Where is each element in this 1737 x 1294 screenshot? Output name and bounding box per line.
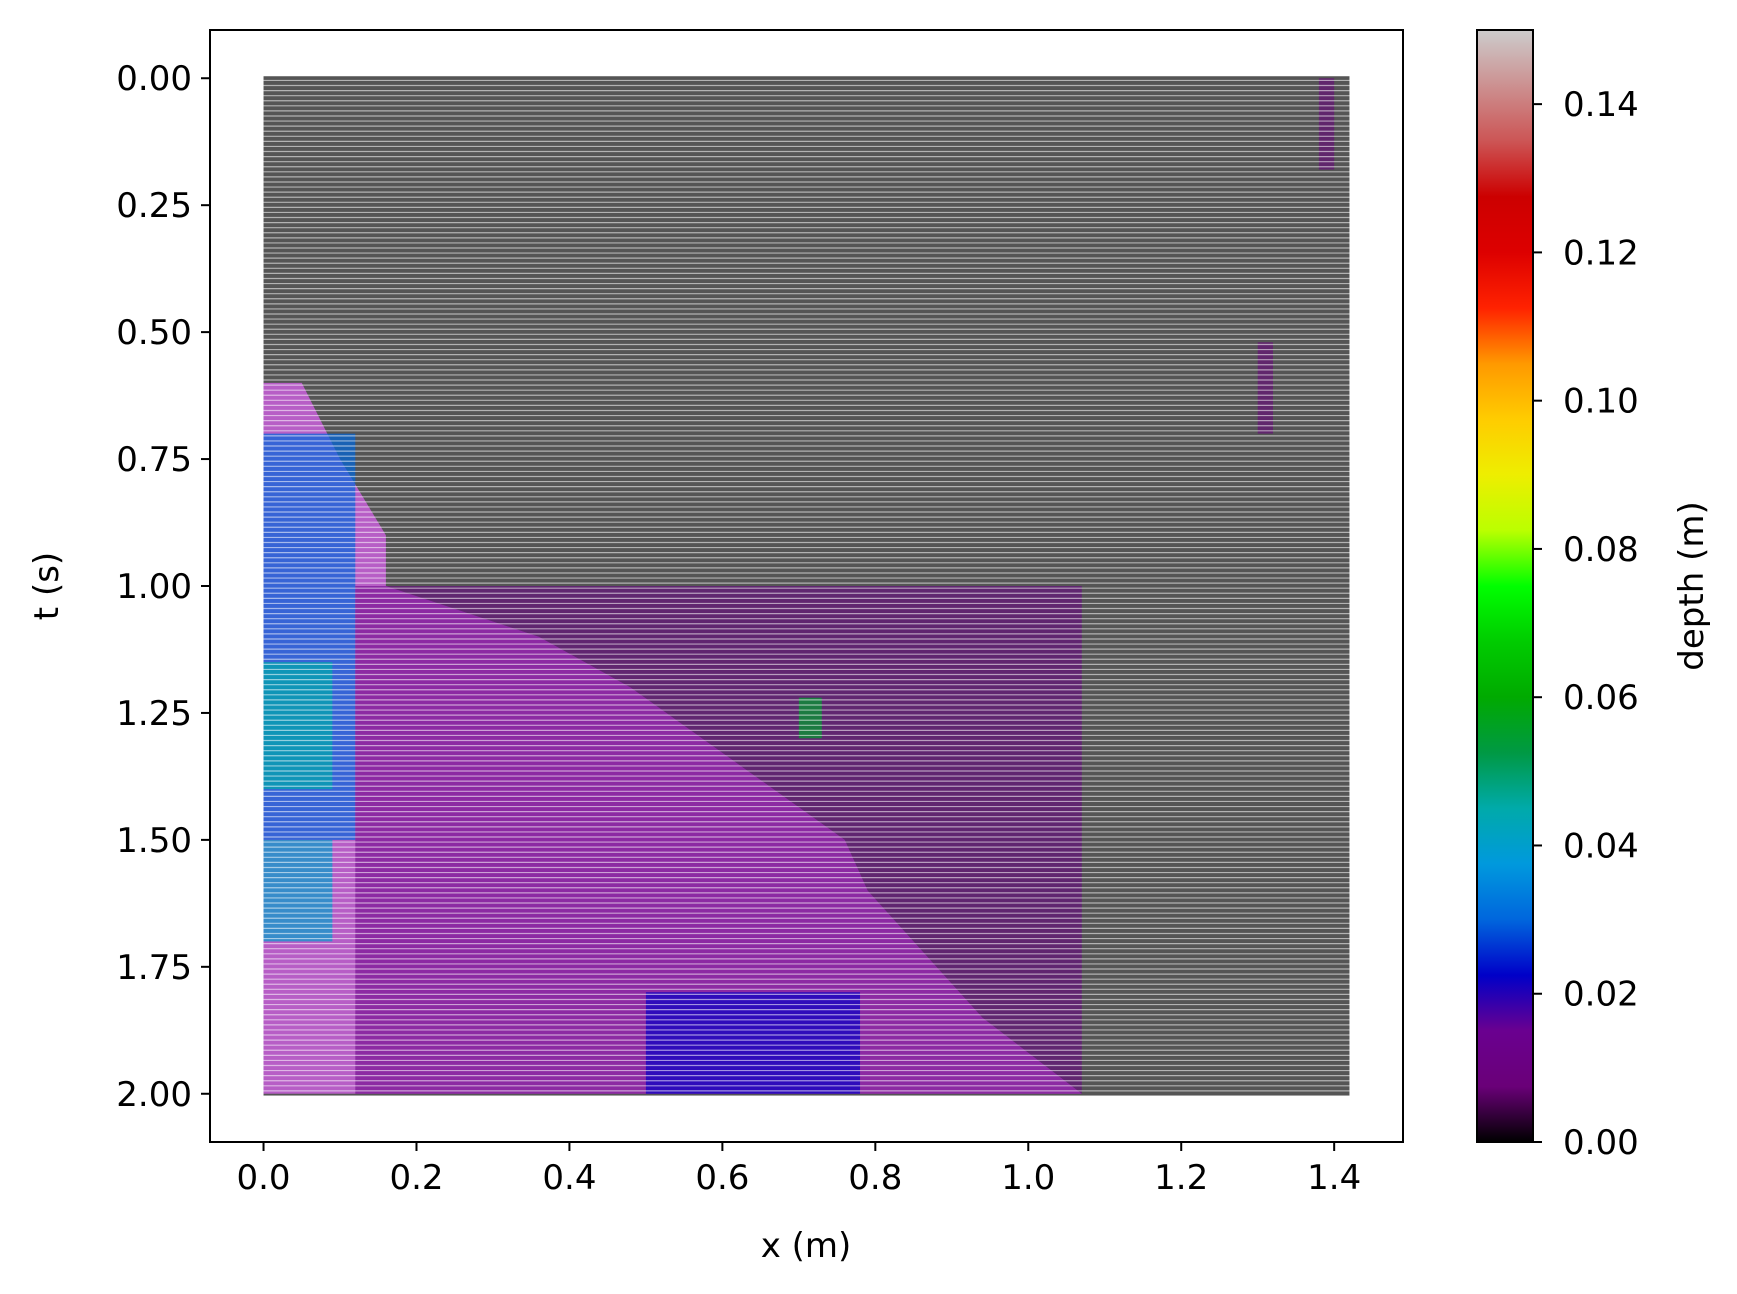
y-tick-label: 1.50 — [116, 821, 192, 861]
depth-patch — [645, 992, 861, 1094]
colorbar-label: depth (m) — [1672, 501, 1712, 670]
x-axis-label: x (m) — [761, 1226, 852, 1266]
colorbar-tick-label: 0.08 — [1563, 530, 1639, 570]
colorbar-tick-label: 0.04 — [1563, 826, 1639, 866]
colorbar-ticks: 0.00 0.02 0.04 0.06 0.08 0.10 0.12 0.14 — [1533, 85, 1639, 1163]
x-tick-label: 0.8 — [848, 1158, 902, 1198]
x-axis: 0.0 0.2 0.4 0.6 0.8 1.0 1.2 1.4 — [236, 1142, 1361, 1198]
depth-patch — [263, 839, 333, 942]
colorbar-tick-label: 0.06 — [1563, 678, 1639, 718]
depth-patch — [1257, 342, 1273, 434]
row-gap-stripes — [263, 79, 1350, 1097]
x-tick-label: 1.4 — [1307, 1158, 1361, 1198]
plot-area — [263, 76, 1350, 1097]
x-tick-label: 0.0 — [236, 1158, 290, 1198]
colorbar-tick-label: 0.00 — [1563, 1123, 1639, 1163]
y-tick-label: 1.25 — [116, 694, 192, 734]
depth-patch — [1318, 78, 1335, 170]
colorbar: 0.00 0.02 0.04 0.06 0.08 0.10 0.12 0.14 depth (… — [1476, 29, 1712, 1163]
x-tick-label: 0.6 — [695, 1158, 749, 1198]
y-tick-label: 0.75 — [116, 440, 192, 480]
y-tick-label: 0.50 — [116, 313, 192, 353]
colorbar-tick-label: 0.12 — [1563, 233, 1639, 273]
colorbar-frame — [1476, 29, 1534, 1143]
depth-patch — [798, 697, 822, 739]
y-tick-label: 0.00 — [116, 59, 192, 99]
x-tick-label: 0.2 — [389, 1158, 443, 1198]
y-tick-label: 1.00 — [116, 567, 192, 607]
y-tick-label: 1.75 — [116, 948, 192, 988]
x-tick-label: 0.4 — [542, 1158, 596, 1198]
x-tick-label: 1.0 — [1001, 1158, 1055, 1198]
y-axis-label: t (s) — [27, 552, 67, 620]
y-tick-label: 0.25 — [116, 186, 192, 226]
y-tick-label: 2.00 — [116, 1075, 192, 1115]
colorbar-gradient — [1477, 30, 1533, 1142]
colorbar-tick-label: 0.10 — [1563, 382, 1639, 422]
x-tick-label: 1.2 — [1154, 1158, 1208, 1198]
colorbar-tick-label: 0.14 — [1563, 85, 1639, 125]
colorbar-tick-label: 0.02 — [1563, 975, 1639, 1015]
y-axis: 0.00 0.25 0.50 0.75 1.00 1.25 1.50 1.75 2.00 — [116, 59, 210, 1115]
